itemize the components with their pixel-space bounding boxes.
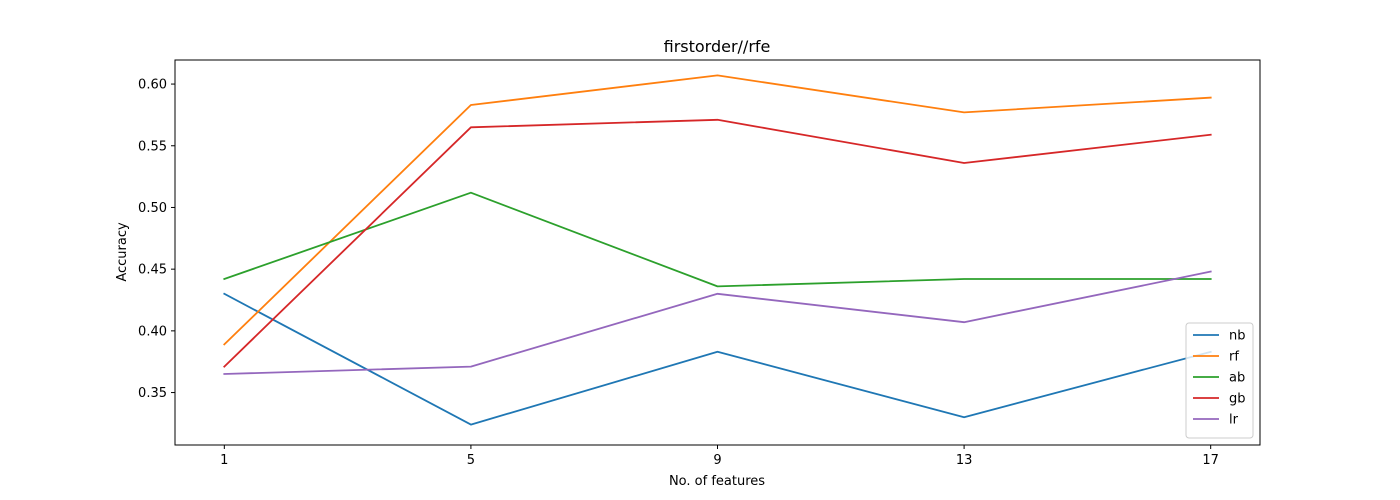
y-tick-label: 0.40 <box>138 324 167 339</box>
legend: nb rf ab gb lr <box>1185 322 1254 439</box>
axes: 1 5 9 13 17 0.35 0.40 0.45 0.50 0.55 0.60 <box>138 59 1261 468</box>
x-tick-label: 17 <box>1202 453 1219 468</box>
axes-frame <box>174 59 1261 446</box>
y-tick-label: 0.50 <box>138 201 167 216</box>
legend-box <box>1185 322 1254 439</box>
legend-label-lr: lr <box>1229 413 1239 428</box>
legend-label-rf: rf <box>1229 350 1239 365</box>
series-line-lr <box>223 270 1212 375</box>
legend-label-gb: gb <box>1229 392 1246 407</box>
legend-label-nb: nb <box>1229 329 1246 344</box>
y-tick-label: 0.55 <box>138 139 167 154</box>
series-line-rf <box>223 74 1212 346</box>
x-axis-label: No. of features <box>669 474 765 489</box>
series-line-gb <box>223 118 1212 368</box>
y-tick-label: 0.60 <box>138 78 167 93</box>
x-tick-label: 13 <box>956 453 973 468</box>
y-tick-label: 0.35 <box>138 386 167 401</box>
series-line-ab <box>223 191 1212 288</box>
x-tick-label: 5 <box>467 453 475 468</box>
y-tick-label: 0.45 <box>138 263 167 278</box>
legend-label-ab: ab <box>1229 371 1245 386</box>
x-tick-label: 1 <box>220 453 228 468</box>
chart-title: firstorder//rfe <box>664 37 771 56</box>
x-tick-label: 9 <box>713 453 721 468</box>
series-line-nb <box>223 292 1212 426</box>
plot-area <box>223 74 1212 426</box>
y-axis-label: Accuracy <box>115 222 130 282</box>
